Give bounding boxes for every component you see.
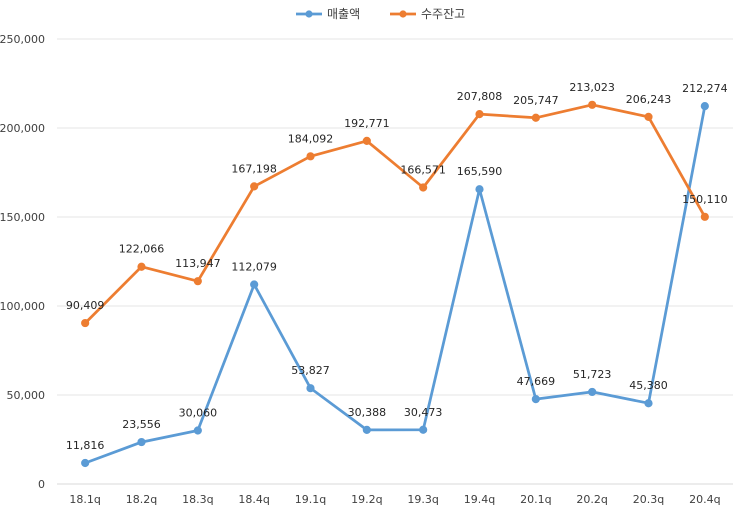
y-axis: 0 50,000 100,000 150,000 200,000 250,000 bbox=[0, 33, 45, 491]
data-point bbox=[700, 102, 709, 111]
legend-label: 매출액 bbox=[327, 7, 360, 21]
data-label: 11,816 bbox=[66, 439, 105, 452]
y-tick-label: 200,000 bbox=[0, 122, 45, 135]
y-tick-label: 150,000 bbox=[0, 211, 45, 224]
data-point bbox=[193, 277, 202, 286]
x-tick-label: 19.1q bbox=[295, 493, 326, 506]
data-point bbox=[588, 100, 597, 109]
y-tick-label: 250,000 bbox=[0, 33, 45, 46]
x-tick-label: 19.2q bbox=[351, 493, 382, 506]
data-label: 90,409 bbox=[66, 299, 105, 312]
x-tick-label: 20.2q bbox=[576, 493, 607, 506]
data-point bbox=[531, 113, 540, 122]
data-label: 167,198 bbox=[231, 162, 277, 175]
data-point bbox=[137, 262, 146, 271]
data-label: 23,556 bbox=[122, 418, 161, 431]
data-label: 150,110 bbox=[682, 193, 728, 206]
data-label: 213,023 bbox=[569, 81, 615, 94]
x-tick-label: 20.4q bbox=[689, 493, 720, 506]
data-point bbox=[475, 110, 484, 119]
x-tick-label: 18.3q bbox=[182, 493, 213, 506]
data-point bbox=[644, 112, 653, 121]
data-point bbox=[419, 425, 428, 434]
data-label: 122,066 bbox=[119, 243, 165, 256]
data-point bbox=[193, 426, 202, 435]
data-point bbox=[644, 399, 653, 408]
x-tick-label: 18.2q bbox=[126, 493, 157, 506]
data-point bbox=[588, 387, 597, 397]
x-tick-label: 18.4q bbox=[238, 493, 269, 506]
data-label: 45,380 bbox=[629, 379, 668, 392]
data-label: 47,669 bbox=[517, 375, 556, 388]
data-point bbox=[362, 425, 371, 435]
data-point bbox=[419, 183, 428, 192]
legend-label: 수주잔고 bbox=[421, 7, 465, 21]
data-label: 30,473 bbox=[404, 406, 443, 419]
legend-item[interactable]: 수주잔고 bbox=[390, 7, 465, 21]
data-label: 207,808 bbox=[457, 90, 503, 103]
data-point bbox=[306, 384, 315, 393]
data-label: 166,571 bbox=[400, 164, 446, 177]
y-tick-label: 0 bbox=[38, 478, 45, 491]
data-point bbox=[137, 437, 146, 447]
legend-item[interactable]: 매출액 bbox=[296, 7, 360, 21]
data-label: 112,079 bbox=[231, 260, 277, 273]
data-point bbox=[81, 318, 90, 328]
data-point bbox=[362, 136, 371, 145]
data-label: 192,771 bbox=[344, 117, 390, 130]
data-label: 212,274 bbox=[682, 82, 728, 95]
data-point bbox=[700, 212, 709, 221]
data-point bbox=[475, 185, 484, 194]
data-point bbox=[306, 152, 315, 161]
y-tick-label: 100,000 bbox=[0, 300, 45, 313]
data-label: 113,947 bbox=[175, 257, 221, 270]
data-label: 205,747 bbox=[513, 94, 559, 107]
x-tick-label: 18.1q bbox=[69, 493, 100, 506]
data-label: 30,060 bbox=[179, 406, 218, 419]
data-label: 184,092 bbox=[288, 132, 334, 145]
legend-marker bbox=[305, 10, 313, 18]
data-point bbox=[250, 182, 259, 191]
data-label: 165,590 bbox=[457, 165, 503, 178]
data-label: 206,243 bbox=[626, 93, 672, 106]
gridlines bbox=[57, 38, 733, 485]
x-tick-label: 20.3q bbox=[633, 493, 664, 506]
series-lines bbox=[81, 100, 709, 468]
x-tick-label: 19.4q bbox=[464, 493, 495, 506]
data-point bbox=[531, 395, 540, 404]
x-tick-label: 19.3q bbox=[407, 493, 438, 506]
x-tick-label: 20.1q bbox=[520, 493, 551, 506]
series-line-0 bbox=[83, 104, 707, 465]
legend-marker bbox=[399, 10, 407, 18]
data-point bbox=[81, 458, 90, 468]
legend: 매출액 수주잔고 bbox=[296, 7, 465, 21]
series-line-1 bbox=[83, 103, 707, 325]
data-label: 30,388 bbox=[348, 406, 387, 419]
data-point bbox=[250, 280, 259, 289]
data-label: 51,723 bbox=[573, 368, 612, 381]
y-tick-label: 50,000 bbox=[7, 389, 46, 402]
data-label: 53,827 bbox=[291, 364, 330, 377]
data-labels: 11,816 23,556 30,060 112,079 53,827 30,388 30,… bbox=[66, 81, 728, 452]
x-axis: 18.1q 18.2q 18.3q 18.4q 19.1q 19.2q 19.3q 19.4q… bbox=[69, 493, 720, 506]
